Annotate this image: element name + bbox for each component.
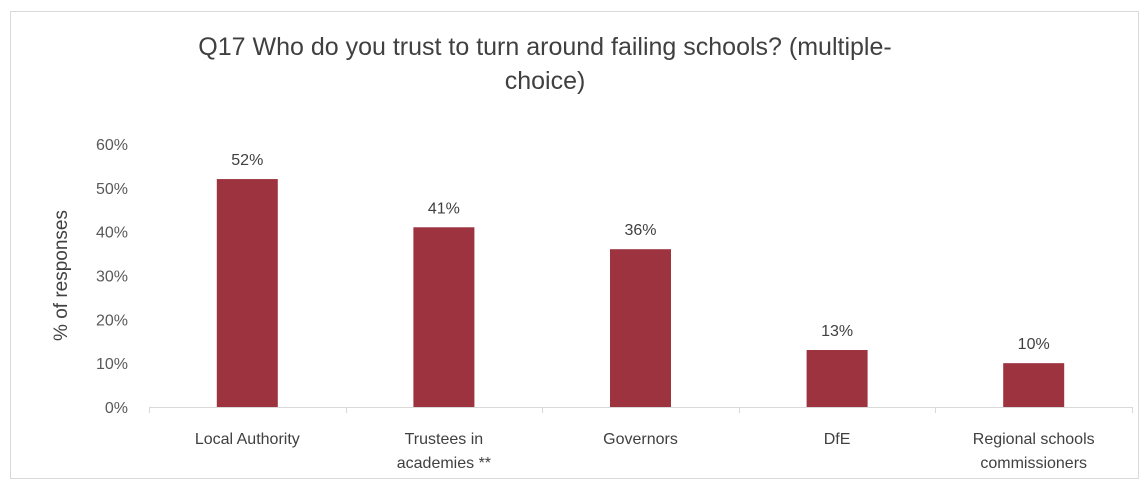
data-label: 10%: [1018, 336, 1050, 353]
y-tick-label: 60%: [96, 137, 128, 154]
data-label: 13%: [821, 323, 853, 340]
bar: [806, 350, 868, 407]
bar: [413, 227, 475, 407]
bar: [610, 249, 671, 407]
y-tick-label: 20%: [96, 312, 128, 329]
category-label: Local Authority: [195, 431, 300, 448]
category-label: Governors: [603, 431, 678, 448]
bar: [1003, 363, 1065, 407]
chart-title-line-2: choice): [504, 67, 586, 95]
chart-title: Q17 Who do you trust to turn around fail…: [120, 30, 970, 98]
category-label: DfE: [824, 431, 851, 448]
y-tick-label: 30%: [96, 269, 128, 286]
y-tick-label: 50%: [96, 181, 128, 198]
chart-title-line-1: Q17 Who do you trust to turn around fail…: [198, 33, 892, 61]
data-label: 41%: [428, 200, 460, 217]
bar: [216, 179, 278, 407]
category-label: commissioners: [980, 455, 1087, 472]
y-tick-label: 0%: [105, 400, 128, 417]
category-label: academies **: [397, 455, 491, 472]
y-tick-label: 10%: [96, 356, 128, 373]
data-label: 36%: [624, 222, 656, 239]
chart-frame: [10, 11, 1139, 479]
y-tick-label: 40%: [96, 225, 128, 242]
y-axis-title: % of responses: [51, 210, 72, 341]
category-label: Regional schools: [973, 431, 1095, 448]
category-label: Trustees in: [405, 431, 484, 448]
data-label: 52%: [231, 152, 263, 169]
